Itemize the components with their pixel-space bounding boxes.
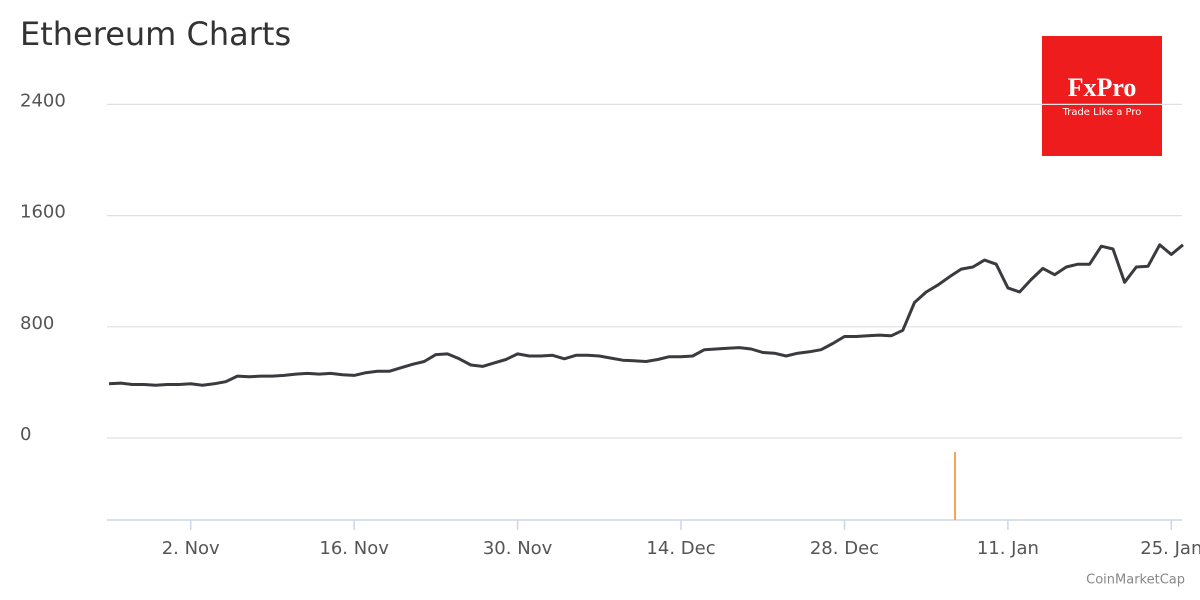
x-tick-label: 14. Dec [646, 538, 715, 559]
x-tick-label: 11. Jan [977, 538, 1039, 559]
chart-title: Ethereum Charts [20, 15, 291, 53]
logo-brand: FxPro [1068, 73, 1137, 102]
price-line [108, 243, 1184, 387]
logo-slogan: Trade Like a Pro [1062, 107, 1142, 118]
y-tick-label: 1600 [20, 202, 66, 223]
y-tick-label: 0 [20, 424, 31, 445]
x-tick-label: 25. Jan [1140, 538, 1200, 559]
x-tick-label: 28. Dec [810, 538, 879, 559]
x-tick-label: 30. Nov [483, 538, 553, 559]
credits: CoinMarketCap [1086, 573, 1185, 588]
x-tick-label: 16. Nov [319, 538, 389, 559]
y-tick-label: 2400 [20, 90, 66, 111]
y-tick-label: 800 [20, 313, 54, 334]
x-tick-label: 2. Nov [162, 538, 220, 559]
logo [1042, 36, 1162, 156]
